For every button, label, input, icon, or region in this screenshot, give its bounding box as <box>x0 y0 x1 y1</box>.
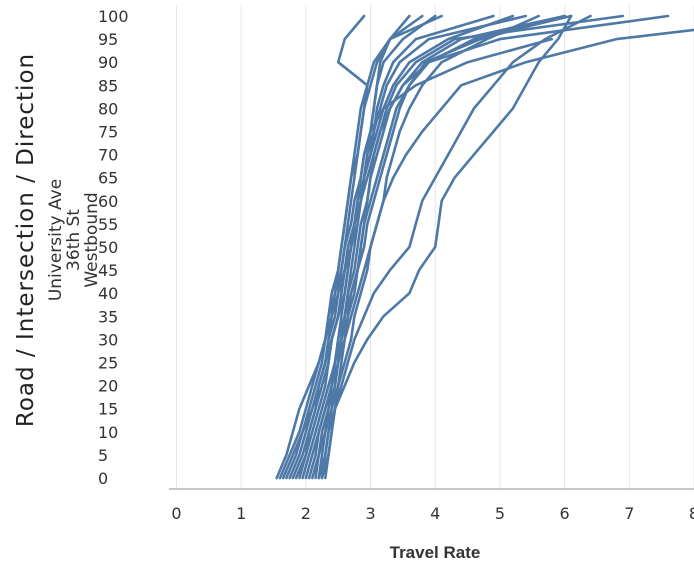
x-tick-label: 6 <box>560 504 570 523</box>
y-tick-label: 80 <box>98 99 118 118</box>
series-line-15 <box>278 14 369 480</box>
y-tick-label: 65 <box>98 169 118 188</box>
row-header-direction: Westbound <box>82 192 102 287</box>
row-header-road: University Ave <box>46 179 66 301</box>
y-tick-labels: 0 5 10 15 20 25 30 35 40 45 50 55 60 65 70 75 80 85 90 95 10… <box>98 7 129 488</box>
row-header-intersection: 36th St <box>64 209 84 271</box>
series-line-18 <box>320 28 694 480</box>
y-tick-label: 25 <box>98 354 118 373</box>
series-line-17 <box>317 14 573 480</box>
x-tick-label: 8 <box>689 504 694 523</box>
series-line-5 <box>301 14 573 480</box>
y-tick-label: 35 <box>98 307 118 326</box>
x-axis-title: Travel Rate <box>390 543 481 562</box>
y-tick-label: 60 <box>98 192 118 211</box>
x-tick-label: 2 <box>301 504 311 523</box>
y-tick-label: 75 <box>98 123 118 142</box>
y-tick-label: 40 <box>98 284 118 303</box>
x-tick-label: 0 <box>171 504 181 523</box>
y-tick-label: 85 <box>98 76 118 95</box>
series-line-6 <box>307 14 625 480</box>
x-tick-label: 3 <box>365 504 375 523</box>
series-layer <box>275 14 694 480</box>
y-tick-label: 5 <box>98 446 108 465</box>
y-tick-label: 20 <box>98 377 118 396</box>
y-tick-label: 70 <box>98 146 118 165</box>
series-line-13 <box>310 14 495 480</box>
x-tick-labels: 0 1 2 3 4 5 6 7 8 <box>171 504 694 523</box>
row-header-title: Road / Intersection / Direction <box>13 53 39 427</box>
x-tick-label: 7 <box>624 504 634 523</box>
y-tick-label: 95 <box>98 30 118 49</box>
y-tick-label: 10 <box>98 423 118 442</box>
y-tick-label: 100 <box>98 7 129 26</box>
y-tick-label: 50 <box>98 238 118 257</box>
x-tick-label: 4 <box>430 504 440 523</box>
y-tick-label: 30 <box>98 330 118 349</box>
x-tick-label: 5 <box>495 504 505 523</box>
row-header: Road / Intersection / Direction Universi… <box>13 53 102 427</box>
x-tick-label: 1 <box>236 504 246 523</box>
y-tick-label: 55 <box>98 215 118 234</box>
y-tick-label: 90 <box>98 53 118 72</box>
y-tick-label: 0 <box>98 469 108 488</box>
y-tick-label: 15 <box>98 400 118 419</box>
y-tick-label: 45 <box>98 261 118 280</box>
series-line-11 <box>304 14 566 480</box>
